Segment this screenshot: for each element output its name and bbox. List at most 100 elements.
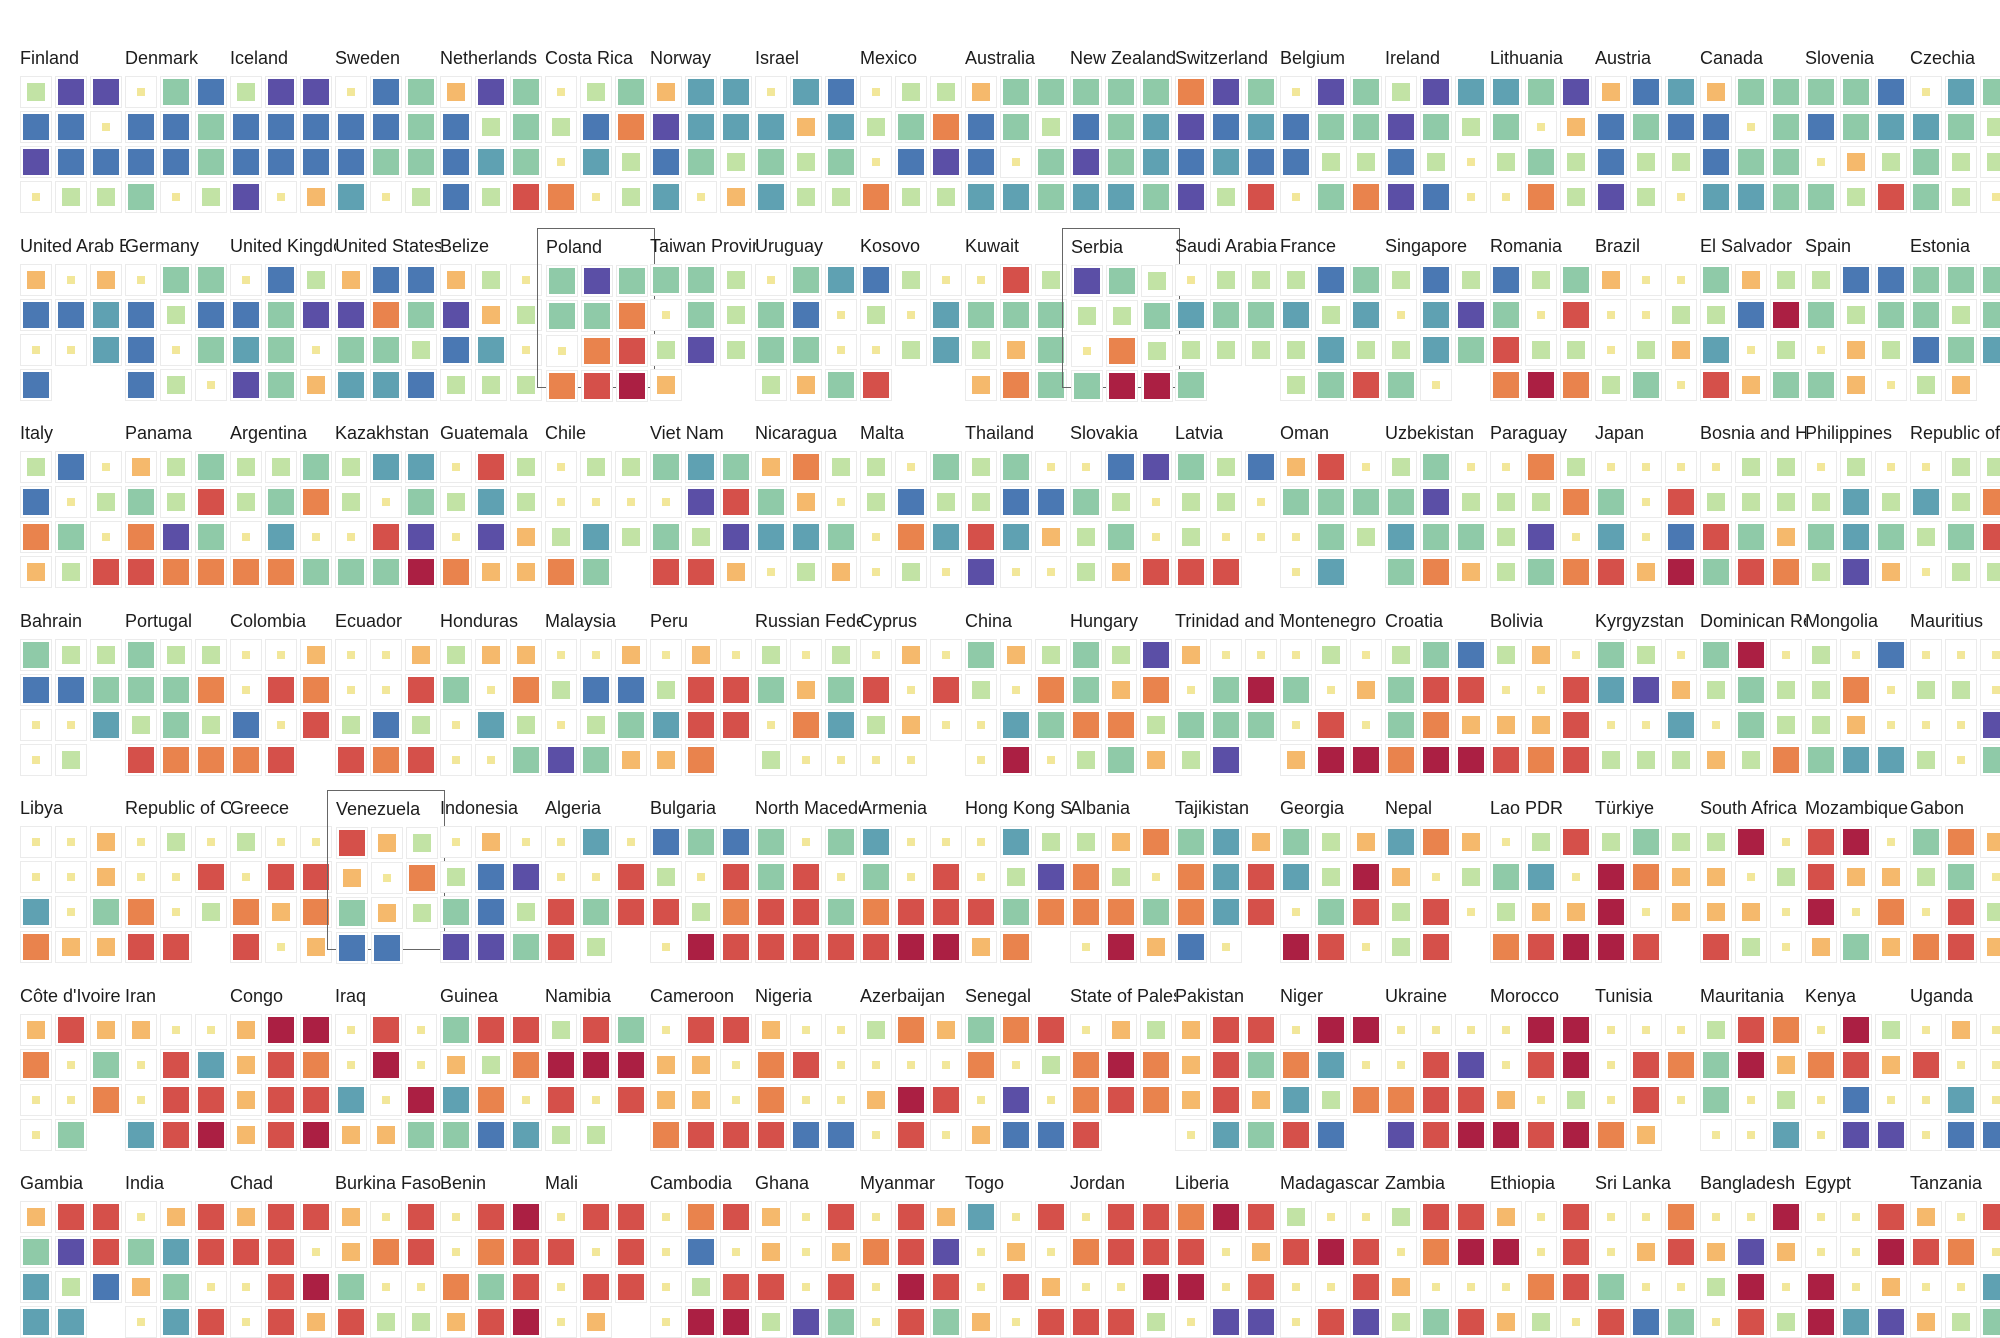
country-panel[interactable]: Ghana: [747, 1165, 865, 1338]
country-panel[interactable]: Zambia: [1377, 1165, 1495, 1338]
country-panel[interactable]: Tunisia: [1587, 978, 1705, 1151]
country-panel[interactable]: Norway: [642, 40, 760, 213]
country-panel[interactable]: State of Palestine: [1062, 978, 1180, 1151]
country-panel[interactable]: Kyrgyzstan: [1587, 603, 1705, 776]
country-panel[interactable]: Bolivia: [1482, 603, 1600, 776]
country-panel[interactable]: Namibia: [537, 978, 655, 1151]
country-panel[interactable]: Germany: [117, 228, 235, 401]
country-panel[interactable]: Tajikistan: [1167, 790, 1285, 963]
country-panel[interactable]: Finland: [12, 40, 130, 213]
country-panel[interactable]: Singapore: [1377, 228, 1495, 401]
country-panel[interactable]: Tanzania: [1902, 1165, 2000, 1338]
country-panel[interactable]: Taiwan Province of China: [642, 228, 760, 401]
country-panel[interactable]: Côte d'Ivoire: [12, 978, 130, 1151]
country-panel[interactable]: Japan: [1587, 415, 1705, 588]
country-panel[interactable]: Bahrain: [12, 603, 130, 776]
country-panel[interactable]: Trinidad and Tobago: [1167, 603, 1285, 776]
country-panel[interactable]: Bosnia and Herzegovina: [1692, 415, 1810, 588]
country-panel[interactable]: Benin: [432, 1165, 550, 1338]
country-panel[interactable]: Slovakia: [1062, 415, 1180, 588]
country-panel[interactable]: France: [1272, 228, 1390, 401]
country-panel[interactable]: Oman: [1272, 415, 1390, 588]
country-panel[interactable]: Iraq: [327, 978, 445, 1151]
country-panel[interactable]: Kosovo: [852, 228, 970, 401]
country-panel[interactable]: Libya: [12, 790, 130, 963]
country-panel[interactable]: Greece: [222, 790, 340, 963]
country-panel[interactable]: Kazakhstan: [327, 415, 445, 588]
country-panel[interactable]: Guatemala: [432, 415, 550, 588]
country-panel[interactable]: Estonia: [1902, 228, 2000, 401]
country-panel[interactable]: Spain: [1797, 228, 1915, 401]
country-panel[interactable]: New Zealand: [1062, 40, 1180, 213]
country-panel[interactable]: Lithuania: [1482, 40, 1600, 213]
country-panel[interactable]: Congo: [222, 978, 340, 1151]
country-panel[interactable]: Paraguay: [1482, 415, 1600, 588]
country-panel[interactable]: Philippines: [1797, 415, 1915, 588]
country-panel[interactable]: United States: [327, 228, 445, 401]
country-panel[interactable]: Malta: [852, 415, 970, 588]
country-panel[interactable]: Georgia: [1272, 790, 1390, 963]
country-panel[interactable]: Russian Federation: [747, 603, 865, 776]
country-panel[interactable]: Ukraine: [1377, 978, 1495, 1151]
country-panel[interactable]: Hong Kong SAR, China: [957, 790, 1075, 963]
country-panel[interactable]: Hungary: [1062, 603, 1180, 776]
country-panel[interactable]: Malaysia: [537, 603, 655, 776]
country-panel[interactable]: Mexico: [852, 40, 970, 213]
country-panel[interactable]: Montenegro: [1272, 603, 1390, 776]
country-panel[interactable]: Gabon: [1902, 790, 2000, 963]
country-panel[interactable]: Belize: [432, 228, 550, 401]
country-panel[interactable]: Viet Nam: [642, 415, 760, 588]
country-panel[interactable]: Mozambique: [1797, 790, 1915, 963]
country-panel[interactable]: Burkina Faso: [327, 1165, 445, 1338]
country-panel[interactable]: Uzbekistan: [1377, 415, 1495, 588]
country-panel[interactable]: Pakistan: [1167, 978, 1285, 1151]
country-panel[interactable]: Czechia: [1902, 40, 2000, 213]
country-panel[interactable]: Cameroon: [642, 978, 760, 1151]
country-panel[interactable]: Chad: [222, 1165, 340, 1338]
country-panel[interactable]: Armenia: [852, 790, 970, 963]
country-panel[interactable]: Italy: [12, 415, 130, 588]
country-panel[interactable]: Nepal: [1377, 790, 1495, 963]
country-panel[interactable]: Romania: [1482, 228, 1600, 401]
country-panel[interactable]: Serbia: [1062, 227, 1180, 402]
country-panel[interactable]: Mongolia: [1797, 603, 1915, 776]
country-panel[interactable]: Gambia: [12, 1165, 130, 1338]
country-panel[interactable]: Canada: [1692, 40, 1810, 213]
country-panel[interactable]: Cambodia: [642, 1165, 760, 1338]
country-panel[interactable]: Ethiopia: [1482, 1165, 1600, 1338]
country-panel[interactable]: Slovenia: [1797, 40, 1915, 213]
country-panel[interactable]: Thailand: [957, 415, 1075, 588]
country-panel[interactable]: Uruguay: [747, 228, 865, 401]
country-panel[interactable]: Sri Lanka: [1587, 1165, 1705, 1338]
country-panel[interactable]: Dominican Republic: [1692, 603, 1810, 776]
country-panel[interactable]: Israel: [747, 40, 865, 213]
country-panel[interactable]: Poland: [537, 227, 655, 402]
country-panel[interactable]: Bulgaria: [642, 790, 760, 963]
country-panel[interactable]: Mauritius: [1902, 603, 2000, 776]
country-panel[interactable]: Egypt: [1797, 1165, 1915, 1338]
country-panel[interactable]: Nigeria: [747, 978, 865, 1151]
country-panel[interactable]: Kuwait: [957, 228, 1075, 401]
country-panel[interactable]: Honduras: [432, 603, 550, 776]
country-panel[interactable]: Indonesia: [432, 790, 550, 963]
country-panel[interactable]: Senegal: [957, 978, 1075, 1151]
country-panel[interactable]: Austria: [1587, 40, 1705, 213]
country-panel[interactable]: Nicaragua: [747, 415, 865, 588]
country-panel[interactable]: Portugal: [117, 603, 235, 776]
country-panel[interactable]: North Macedonia: [747, 790, 865, 963]
country-panel[interactable]: Kenya: [1797, 978, 1915, 1151]
country-panel[interactable]: Croatia: [1377, 603, 1495, 776]
country-panel[interactable]: Brazil: [1587, 228, 1705, 401]
country-panel[interactable]: Mauritania: [1692, 978, 1810, 1151]
country-panel[interactable]: Argentina: [222, 415, 340, 588]
country-panel[interactable]: Cyprus: [852, 603, 970, 776]
country-panel[interactable]: Morocco: [1482, 978, 1600, 1151]
country-panel[interactable]: Iran: [117, 978, 235, 1151]
country-panel[interactable]: United Arab Emirates: [12, 228, 130, 401]
country-panel[interactable]: Venezuela: [327, 790, 445, 964]
country-panel[interactable]: Algeria: [537, 790, 655, 963]
country-panel[interactable]: Ecuador: [327, 603, 445, 776]
country-panel[interactable]: Albania: [1062, 790, 1180, 963]
country-panel[interactable]: Liberia: [1167, 1165, 1285, 1338]
country-panel[interactable]: Saudi Arabia: [1167, 228, 1285, 401]
